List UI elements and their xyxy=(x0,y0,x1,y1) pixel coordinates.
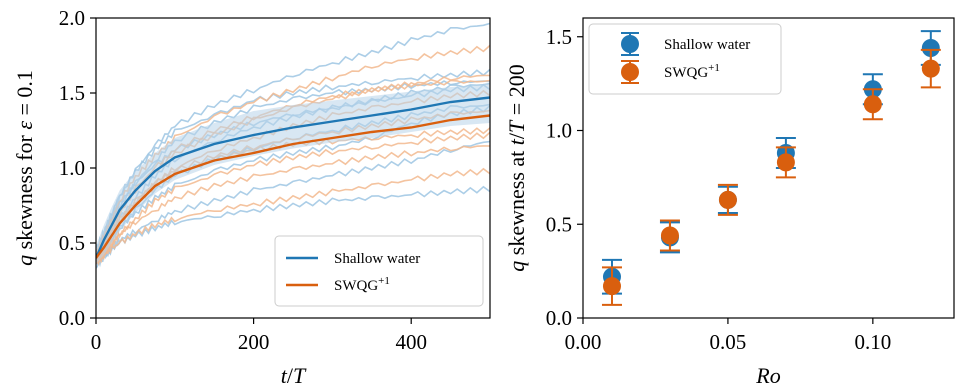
x-tick-label: 200 xyxy=(238,330,270,354)
legend-time-series: Shallow water SWQG+1 xyxy=(274,235,484,307)
ensemble-line xyxy=(96,145,490,259)
x-tick-label: 0.00 xyxy=(565,330,602,354)
mean-line-shallow-water xyxy=(96,96,490,259)
point-swqg xyxy=(718,190,737,209)
x-axis-label: Ro xyxy=(755,363,780,388)
legend-label: Shallow water xyxy=(334,251,420,267)
y-tick-label: 0.5 xyxy=(546,212,572,236)
x-tick-label: 400 xyxy=(395,330,427,354)
y-axis-label: q skewness at t/T = 200 xyxy=(504,64,529,271)
legend-box xyxy=(588,23,782,95)
y-tick-label: 0.0 xyxy=(546,306,572,330)
legend-label: Shallow water xyxy=(664,37,750,53)
legend-swatch-marker xyxy=(621,35,639,53)
x-tick-label: 0.10 xyxy=(854,330,891,354)
legend-label: SWQG+1 xyxy=(664,62,720,81)
legend-swatch-marker xyxy=(621,63,639,81)
point-swqg xyxy=(863,95,882,114)
point-shallow-water xyxy=(921,39,940,57)
plot-area-scatter xyxy=(601,30,941,306)
legend-scatter: Shallow water SWQG+1 xyxy=(588,23,782,95)
y-tick-label: 2.0 xyxy=(59,6,85,30)
point-swqg xyxy=(776,153,795,172)
y-tick-label: 1.5 xyxy=(546,25,572,49)
point-swqg xyxy=(660,226,679,245)
axes-frame-scatter xyxy=(582,17,955,319)
y-tick-label: 1.0 xyxy=(59,156,85,180)
x-tick-label: 0 xyxy=(91,330,102,354)
y-tick-label: 1.5 xyxy=(59,81,85,105)
y-tick-label: 1.0 xyxy=(546,119,572,143)
mean-line-swqg xyxy=(96,114,490,259)
y-tick-label: 0.0 xyxy=(59,306,85,330)
point-swqg xyxy=(921,59,940,78)
y-axis-label: q skewness for ε = 0.1 xyxy=(12,70,37,266)
x-axis-label: t/T xyxy=(281,363,307,388)
legend-box xyxy=(274,235,484,307)
point-swqg xyxy=(602,277,621,296)
legend-label: SWQG+1 xyxy=(334,275,390,294)
ensemble-line xyxy=(96,167,490,265)
y-tick-label: 0.5 xyxy=(59,231,85,255)
plot-area-time-series xyxy=(96,22,490,269)
x-tick-label: 0.05 xyxy=(710,330,747,354)
